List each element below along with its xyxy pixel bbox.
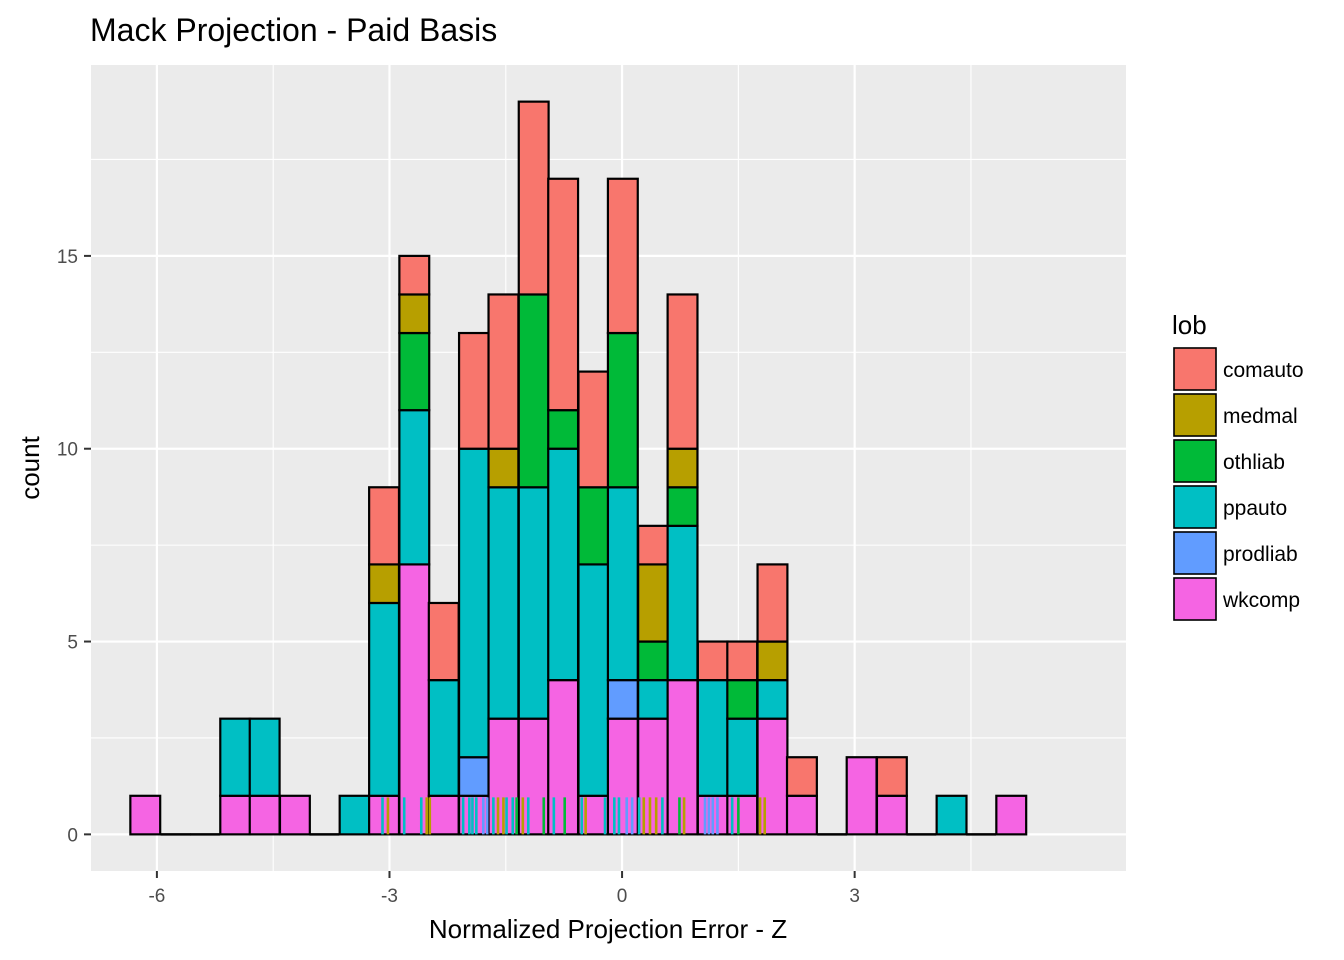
bar-segment-wkcomp [875,794,908,836]
bar-segment-medmal [756,640,789,682]
bar-segment-wkcomp [368,794,401,836]
bar-segment-prodliab [457,756,491,797]
bar-segment-comauto [637,524,670,566]
bar-segment-othliab [398,331,431,412]
x-tick-label: 3 [849,886,860,907]
bar-segment-ppauto [398,409,431,566]
bar-segment-medmal [637,563,670,643]
bar-segment-wkcomp [995,794,1028,836]
bar-segment-ppauto [696,679,729,797]
legend-label-medmal: medmal [1223,405,1298,428]
chart-title: Mack Projection - Paid Basis [90,12,497,48]
bar-segment-comauto [577,370,610,489]
bar-segment-ppauto [666,524,699,682]
legend-swatch-medmal [1173,393,1217,437]
y-tick-label: 15 [57,247,78,268]
bar-segment-comauto [398,254,431,296]
bar-segment-ppauto [637,679,670,720]
bar-segment-othliab [517,293,550,489]
bar-segment-comauto [457,331,491,450]
y-tick-label: 5 [67,633,78,654]
bar-segment-wkcomp [129,794,162,836]
legend-label-prodliab: prodliab [1223,543,1298,566]
bar-segment-othliab [666,486,699,527]
legend-swatch-comauto [1173,347,1217,391]
x-tick-label: -3 [381,886,398,907]
bar-segment-ppauto [248,717,281,797]
bar-segment-medmal [487,447,520,489]
bar-segment-ppauto [368,601,401,797]
bar-segment-ppauto [726,717,759,797]
y-axis-title: count [15,435,45,499]
histogram-bars [129,100,1028,836]
bar-segment-wkcomp [785,794,818,836]
bar-segment-ppauto [606,486,639,682]
legend-label-othliab: othliab [1223,451,1285,474]
bar-segment-othliab [606,331,639,489]
bar-segment-comauto [368,486,401,566]
bar-segment-medmal [398,293,431,335]
bar-segment-wkcomp [845,756,878,836]
bar-segment-comauto [606,177,639,335]
bar-segment-ppauto [756,679,789,720]
bar-segment-comauto [517,100,550,296]
bar-segment-ppauto [338,794,371,836]
bar-segment-ppauto [935,794,968,836]
bar-segment-comauto [756,563,789,643]
legend-label-ppauto: ppauto [1223,497,1287,520]
bar-segment-comauto [875,756,908,797]
bar-segment-othliab [726,679,759,720]
bar-segment-othliab [547,409,580,450]
bar-segment-medmal [666,447,699,489]
bar-segment-ppauto [517,486,550,720]
legend-swatch-wkcomp [1173,577,1217,621]
bar-segment-ppauto [457,447,491,759]
bar-segment-wkcomp [398,563,431,836]
y-tick-label: 10 [57,440,78,461]
bar-segment-comauto [487,293,520,450]
bar-segment-ppauto [577,563,610,797]
bar-segment-wkcomp [427,794,460,836]
bar-segment-ppauto [427,679,460,797]
bar-segment-ppauto [487,486,520,720]
bar-segment-othliab [577,486,610,566]
bar-segment-wkcomp [756,717,789,836]
x-axis: -6 -3 0 3 [148,871,860,907]
x-axis-title: Normalized Projection Error - Z [429,914,787,944]
bar-segment-comauto [547,177,580,412]
bar-segment-comauto [696,640,729,682]
y-tick-label: 0 [67,825,78,846]
bar-segment-othliab [637,640,670,682]
bar-segment-medmal [368,563,401,605]
bar-segment-ppauto [547,447,580,682]
bar-segment-wkcomp [219,794,252,836]
x-tick-label: 0 [617,886,628,907]
legend-label-wkcomp: wkcomp [1222,589,1300,612]
bar-segment-comauto [666,293,699,450]
x-tick-label: -6 [148,886,165,907]
bar-segment-comauto [726,640,759,682]
legend-title: lob [1172,310,1207,340]
rug-marks [381,797,767,835]
legend-label-comauto: comauto [1223,359,1304,382]
legend-swatch-othliab [1173,439,1217,483]
bar-segment-comauto [427,601,460,682]
bar-segment-comauto [785,756,818,797]
legend: lob comauto medmal othliab ppauto prodliab wk… [1172,310,1304,621]
y-axis: 0 5 10 15 [57,247,91,846]
bar-segment-wkcomp [248,794,281,836]
legend-swatch-ppauto [1173,485,1217,529]
bar-segment-wkcomp [666,679,699,836]
legend-swatch-prodliab [1173,531,1217,575]
bar-segment-prodliab [606,679,639,720]
bar-segment-ppauto [219,717,252,797]
bar-segment-wkcomp [278,794,311,836]
